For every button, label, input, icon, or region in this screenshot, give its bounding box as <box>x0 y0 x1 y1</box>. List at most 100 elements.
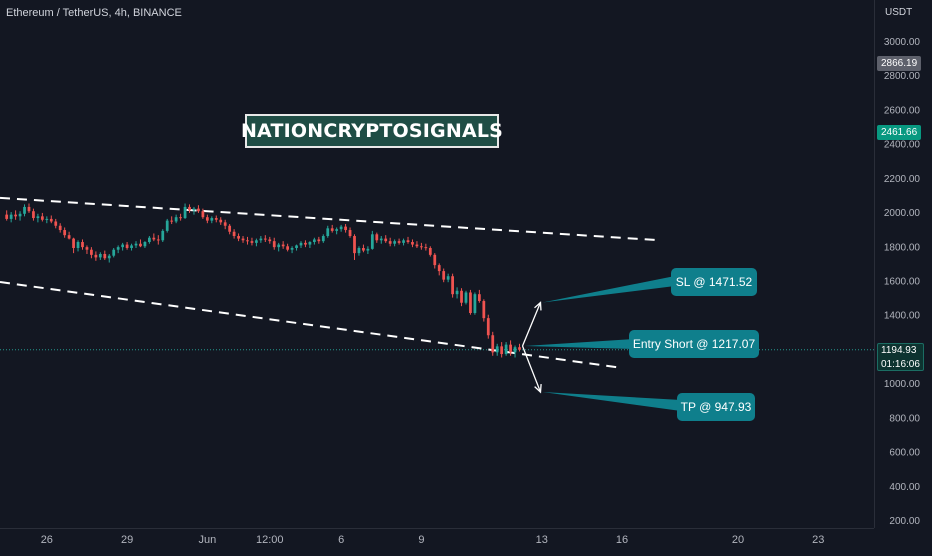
candle <box>201 208 205 219</box>
candle-body <box>433 254 437 266</box>
time-tick-label: 13 <box>536 534 548 546</box>
candle <box>388 237 392 247</box>
stop-loss-callout[interactable]: SL @ 1471.52 <box>671 268 757 296</box>
candle <box>446 273 450 283</box>
candle-body <box>223 222 227 226</box>
arrows-layer <box>521 276 681 411</box>
candle-body <box>295 245 298 248</box>
current-price-tag: 1194.93 01:16:06 <box>877 343 924 371</box>
candle-body <box>437 265 441 272</box>
candle-body <box>219 219 223 223</box>
candle-body <box>509 344 512 353</box>
candle-body <box>464 292 468 303</box>
candle-body <box>201 211 205 218</box>
candles-layer <box>5 203 521 358</box>
candle <box>174 214 178 224</box>
candle <box>112 247 116 258</box>
candle <box>134 241 138 248</box>
candle-body <box>72 238 75 248</box>
price-tick-label: 1400.00 <box>884 311 921 322</box>
price-scale-ticks: 200.00400.00600.00800.001000.001200.0014… <box>884 37 921 527</box>
candle <box>219 217 223 225</box>
candle <box>179 213 182 221</box>
candle <box>250 237 254 246</box>
candle <box>246 236 249 245</box>
candle-body <box>460 290 463 303</box>
price-tick-label: 2200.00 <box>884 174 921 185</box>
take-profit-callout[interactable]: TP @ 947.93 <box>677 393 755 421</box>
time-tick-label: Jun <box>198 534 216 546</box>
candle-body <box>148 237 151 243</box>
price-tag-mid: 2461.66 <box>877 125 922 140</box>
time-scale[interactable]: 26 29 Jun 12:00 6 9 13 16 20 23 <box>0 528 874 550</box>
lower-trendline <box>0 281 623 369</box>
candle-body <box>263 238 267 240</box>
candle <box>67 231 71 240</box>
candle-body <box>402 240 405 243</box>
candle-body <box>214 218 218 220</box>
symbol-title[interactable]: Ethereum / TetherUS, 4h, BINANCE <box>6 7 182 19</box>
candle <box>205 214 209 224</box>
candle <box>40 212 44 222</box>
time-tick-label: 26 <box>41 534 53 546</box>
candle <box>321 234 325 243</box>
price-scale[interactable]: 200.00400.00600.00800.001000.001200.0014… <box>874 0 932 528</box>
currency-label[interactable]: USDT <box>885 7 913 18</box>
candle <box>72 237 75 254</box>
candle <box>148 236 151 244</box>
candle <box>32 208 35 221</box>
candle <box>295 244 298 251</box>
candle-body <box>210 218 214 221</box>
candle <box>428 246 432 257</box>
candle-body <box>330 228 334 231</box>
candle <box>335 227 339 235</box>
candle <box>94 251 98 261</box>
price-tick-label: 1000.00 <box>884 379 921 390</box>
candle-body <box>299 242 303 246</box>
candle <box>130 243 133 251</box>
candle <box>121 242 125 251</box>
candle <box>469 289 472 315</box>
candle-body <box>54 221 58 226</box>
candle-body <box>143 242 147 247</box>
candle-body <box>353 236 356 254</box>
candle <box>375 232 379 243</box>
candle-body <box>308 242 312 245</box>
candle-body <box>335 229 339 231</box>
candle <box>500 342 504 358</box>
candle-body <box>152 237 156 240</box>
candle-body <box>255 240 258 243</box>
candle <box>455 287 459 299</box>
candle <box>14 210 17 220</box>
candle-body <box>290 247 294 250</box>
candle-body <box>183 206 187 219</box>
candle-body <box>339 226 343 230</box>
candle <box>228 224 232 235</box>
candle-body <box>326 228 330 237</box>
candle-body <box>161 230 165 241</box>
tp-arrow-head <box>534 384 542 394</box>
candle-body <box>477 294 481 302</box>
candle-body <box>14 214 17 217</box>
entry-callout[interactable]: Entry Short @ 1217.07 <box>629 330 759 358</box>
candle <box>379 236 383 244</box>
candle-body <box>286 246 289 250</box>
candle-body <box>192 208 196 211</box>
candle <box>460 288 463 307</box>
candle-body <box>188 206 191 211</box>
time-tick-label: 29 <box>121 534 133 546</box>
candle-body <box>85 247 89 250</box>
candle <box>299 241 303 248</box>
candle-body <box>228 225 232 232</box>
candle <box>353 234 356 260</box>
candle <box>170 216 174 225</box>
candle <box>504 342 508 356</box>
candle-body <box>482 301 486 319</box>
candle <box>362 244 365 253</box>
candle-body <box>90 249 93 255</box>
candle-body <box>406 240 410 243</box>
time-tick-label: 6 <box>338 534 344 546</box>
candle-body <box>170 220 174 222</box>
